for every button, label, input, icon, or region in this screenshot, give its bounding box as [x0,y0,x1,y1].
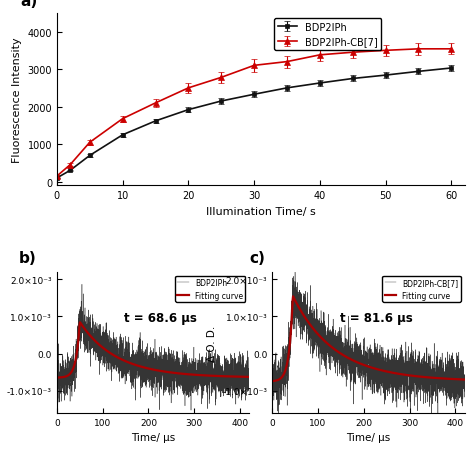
BDP2IPh [54,377,60,383]
BDP2IPh-CB[7] [462,375,467,381]
X-axis label: Illumination Time/ s: Illumination Time/ s [206,207,316,216]
Fitting curve [462,377,467,382]
BDP2IPh [222,386,228,392]
Y-axis label: Δ O. D.: Δ O. D. [207,325,217,361]
Fitting curve [169,370,174,375]
BDP2IPh [79,282,85,287]
Fitting curve [54,375,60,381]
BDP2IPh-CB[7] [438,365,443,370]
Fitting curve [384,369,390,375]
BDP2IPh [76,342,82,347]
Y-axis label: Δ O.D.: Δ O.D. [0,326,1,359]
Text: t = 81.6 μs: t = 81.6 μs [339,312,412,325]
Fitting curve [242,374,248,380]
Fitting curve [361,363,367,368]
Fitting curve [158,369,164,374]
BDP2IPh-CB[7] [352,370,357,376]
X-axis label: Time/ μs: Time/ μs [131,432,175,442]
Legend: BDP2IPh, BDP2IPh-CB[7]: BDP2IPh, BDP2IPh-CB[7] [273,19,382,51]
Fitting curve [212,373,218,379]
X-axis label: Time/ μs: Time/ μs [346,432,391,442]
Fitting curve [269,379,275,384]
Fitting curve [246,374,252,380]
Fitting curve [457,377,463,382]
Text: a): a) [20,0,37,9]
Legend: BDP2IPh-CB[7], Fitting curve: BDP2IPh-CB[7], Fitting curve [383,276,461,302]
BDP2IPh-CB[7] [343,363,349,369]
BDP2IPh-CB[7] [408,413,413,418]
Fitting curve [374,366,380,372]
BDP2IPh [246,353,252,359]
BDP2IPh-CB[7] [292,308,297,313]
Text: c): c) [249,250,265,265]
Line: BDP2IPh-CB[7]: BDP2IPh-CB[7] [272,273,465,415]
Fitting curve [290,294,296,299]
Fitting curve [146,366,151,371]
Line: Fitting curve: Fitting curve [272,297,465,381]
BDP2IPh [243,397,248,403]
Line: BDP2IPh: BDP2IPh [57,285,249,410]
Fitting curve [428,375,433,381]
BDP2IPh [188,408,194,413]
Y-axis label: Fluorescence Intensity: Fluorescence Intensity [12,37,22,162]
Text: b): b) [18,250,36,265]
Fitting curve [77,320,83,325]
BDP2IPh-CB[7] [269,372,275,378]
Legend: BDP2IPh, Fitting curve: BDP2IPh, Fitting curve [175,276,246,302]
BDP2IPh [128,355,134,360]
Fitting curve [362,363,368,369]
BDP2IPh-CB[7] [303,314,309,319]
Line: Fitting curve: Fitting curve [57,323,249,378]
BDP2IPh-CB[7] [458,366,464,371]
BDP2IPh [87,364,93,369]
BDP2IPh-CB[7] [292,270,298,275]
Fitting curve [147,366,153,372]
Text: t = 68.6 μs: t = 68.6 μs [124,312,197,325]
BDP2IPh [136,364,142,369]
